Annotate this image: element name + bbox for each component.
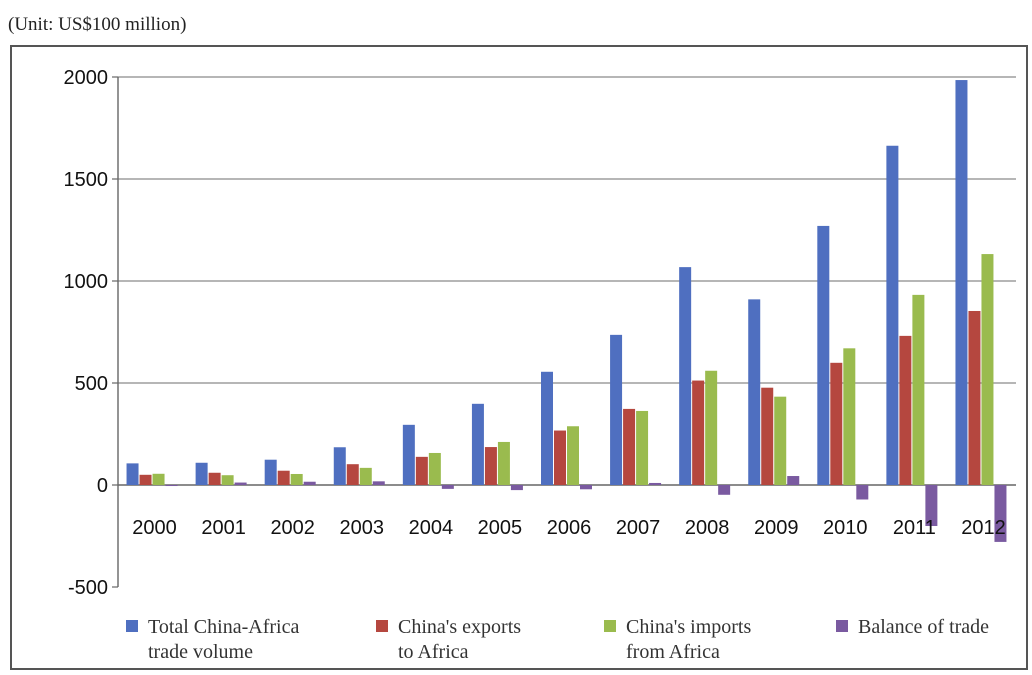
bar-imports-2003	[359, 467, 372, 485]
bar-balance-2007	[649, 482, 662, 485]
x-tick-label: 2005	[478, 517, 523, 539]
y-tick-label: 1000	[64, 271, 109, 293]
bar-exports-2009	[761, 387, 774, 485]
bar-balance-2003	[372, 481, 385, 485]
bar-imports-2012	[981, 254, 994, 485]
bar-balance-2006	[580, 485, 592, 490]
bar-total-2003	[333, 447, 346, 485]
x-tick-label: 2002	[270, 517, 315, 539]
legend-label-2: to Africa	[398, 641, 469, 663]
bar-imports-2004	[428, 452, 441, 485]
bar-total-2009	[748, 299, 761, 485]
bar-imports-2006	[567, 426, 579, 485]
bar-balance-2005	[510, 485, 523, 491]
bar-imports-2000	[152, 473, 165, 485]
bar-balance-2004	[441, 485, 454, 489]
x-tick-label: 2003	[340, 517, 385, 539]
bar-imports-2007	[636, 410, 649, 485]
bar-exports-2003	[346, 464, 359, 485]
bar-imports-2011	[912, 294, 925, 485]
bar-total-2001	[195, 462, 208, 485]
y-tick-label: 500	[75, 373, 108, 395]
bar-imports-2001	[221, 475, 234, 485]
chart-frame	[10, 45, 1028, 670]
bar-total-2011	[886, 145, 899, 486]
x-tick-label: 2008	[685, 517, 730, 539]
bar-total-2002	[264, 459, 277, 485]
bar-imports-2002	[290, 473, 303, 485]
bar-total-2006	[541, 371, 553, 485]
x-tick-label: 2012	[961, 517, 1006, 539]
bar-exports-2012	[968, 310, 981, 485]
bar-exports-2001	[208, 472, 221, 485]
x-tick-label: 2007	[616, 517, 661, 539]
bar-total-2000	[126, 463, 139, 485]
bar-total-2005	[471, 403, 484, 485]
bar-exports-2004	[415, 456, 428, 485]
bar-exports-2011	[899, 335, 912, 485]
y-tick-label: 0	[97, 475, 108, 497]
bar-total-2004	[402, 424, 415, 485]
bar-total-2010	[817, 225, 830, 486]
bar-total-2008	[679, 267, 692, 485]
bar-imports-2005	[497, 441, 510, 485]
y-tick-label: 2000	[64, 67, 109, 89]
legend-label-3: China's imports	[626, 616, 751, 638]
x-tick-label: 2006	[547, 517, 592, 539]
bar-exports-2000	[139, 474, 152, 485]
bar-exports-2002	[277, 470, 290, 485]
bar-exports-2008	[692, 380, 705, 485]
bar-exports-2007	[623, 408, 636, 485]
legend-label-4: Balance of trade	[858, 616, 989, 638]
bar-balance-2008	[718, 485, 731, 495]
bar-exports-2005	[484, 447, 497, 485]
y-tick-label: 1500	[64, 169, 109, 191]
y-tick-label: -500	[68, 577, 108, 599]
bar-imports-2009	[774, 396, 787, 485]
legend-label-2: China's exports	[398, 616, 521, 638]
bar-balance-2002	[303, 481, 316, 485]
bar-balance-2012	[994, 485, 1007, 542]
bar-exports-2010	[830, 362, 843, 485]
x-tick-label: 2010	[823, 517, 868, 539]
bar-balance-2000	[165, 485, 178, 487]
bar-exports-2006	[554, 430, 566, 485]
bar-imports-2008	[705, 370, 718, 485]
x-tick-label: 2001	[201, 517, 246, 539]
legend-label-3: from Africa	[626, 641, 720, 663]
bar-total-2007	[610, 334, 623, 485]
legend-swatch-2	[376, 620, 388, 632]
bar-imports-2010	[843, 348, 856, 485]
bar-total-2012	[955, 80, 968, 485]
unit-note: (Unit: US$100 million)	[8, 14, 187, 35]
bar-balance-2010	[856, 485, 869, 500]
legend-swatch-3	[604, 620, 616, 632]
legend-label-1: trade volume	[148, 641, 253, 663]
x-tick-label: 2009	[754, 517, 799, 539]
x-tick-label: 2004	[409, 517, 454, 539]
x-tick-label: 2000	[132, 517, 177, 539]
legend-label-1: Total China-Africa	[148, 616, 299, 638]
x-tick-label: 2011	[893, 517, 936, 539]
legend-swatch-1	[126, 620, 138, 632]
bar-balance-2011	[925, 485, 938, 527]
bar-balance-2001	[234, 482, 247, 485]
bar-balance-2009	[787, 476, 800, 485]
legend-swatch-4	[836, 620, 848, 632]
